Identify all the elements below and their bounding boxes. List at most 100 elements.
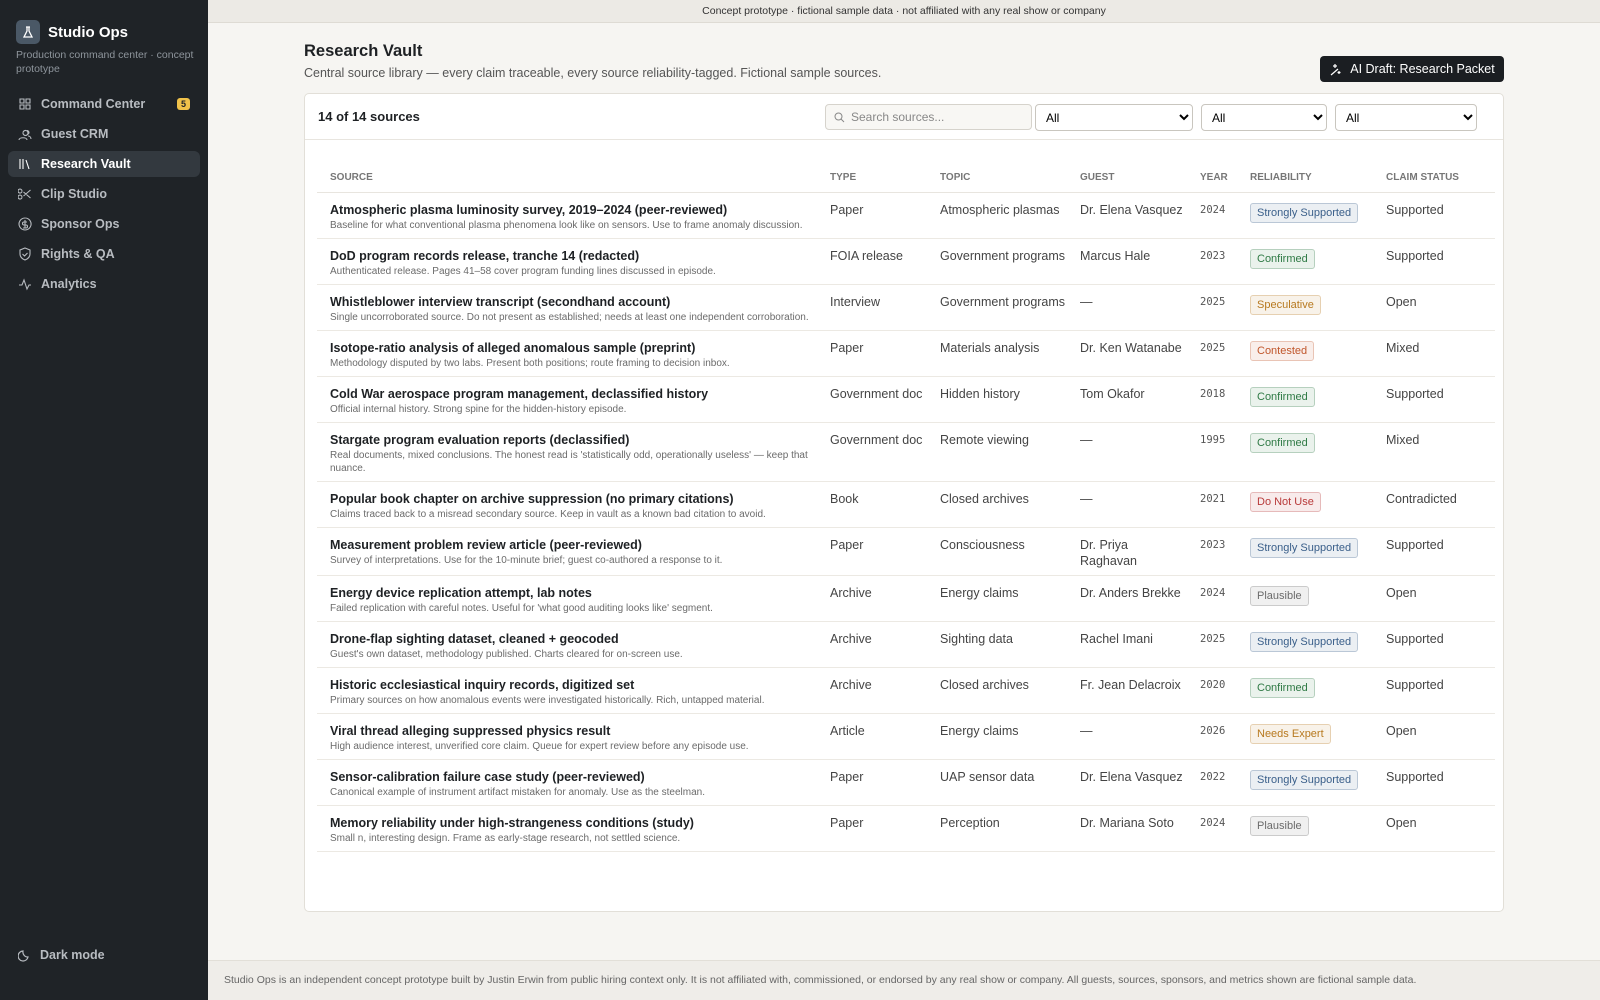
banner: Concept prototype · fictional sample dat… <box>208 0 1600 23</box>
reliability-cell: Confirmed <box>1237 422 1373 482</box>
source-row[interactable]: Drone-flap sighting dataset, cleaned + g… <box>317 621 1495 668</box>
topic-cell: Sighting data <box>927 621 1067 668</box>
source-note: Authenticated release. Pages 41–58 cover… <box>330 265 716 277</box>
status-cell: Open <box>1373 713 1495 760</box>
reliability-badge: Strongly Supported <box>1250 769 1359 790</box>
source-cell: Atmospheric plasma luminosity survey, 20… <box>317 192 817 239</box>
reliability-cell: Speculative <box>1237 284 1373 331</box>
source-note: Real documents, mixed conclusions. The h… <box>330 449 808 474</box>
nav-label: Analytics <box>41 277 97 291</box>
source-row[interactable]: Popular book chapter on archive suppress… <box>317 481 1495 528</box>
type-cell: Archive <box>817 621 927 668</box>
ai-draft-button[interactable]: AI Draft: Research Packet <box>1320 56 1504 82</box>
guest-cell: — <box>1067 481 1187 528</box>
source-row[interactable]: Historic ecclesiastical inquiry records,… <box>317 667 1495 714</box>
source-row[interactable]: Memory reliability under high-strangenes… <box>317 805 1495 852</box>
source-note: Primary sources on how anomalous events … <box>330 694 765 706</box>
source-cell: Popular book chapter on archive suppress… <box>317 481 817 528</box>
guest-cell: Fr. Jean Delacroix <box>1067 667 1187 714</box>
nav-label: Rights & QA <box>41 247 115 261</box>
nav-badge: 5 <box>176 98 190 110</box>
source-note: Survey of interpretations. Use for the 1… <box>330 554 723 566</box>
status-cell: Supported <box>1373 621 1495 668</box>
nav-item[interactable]: Guest CRM <box>8 121 200 147</box>
reliability-badge: Speculative <box>1250 294 1321 315</box>
year-cell: 2024 <box>1187 192 1237 239</box>
type-cell: Government doc <box>817 376 927 423</box>
source-note: Methodology disputed by two labs. Presen… <box>330 357 730 369</box>
type-cell: Interview <box>817 284 927 331</box>
source-title: DoD program records release, tranche 14 … <box>330 248 640 263</box>
source-row[interactable]: Sensor-calibration failure case study (p… <box>317 759 1495 806</box>
source-note: Claims traced back to a misread secondar… <box>330 508 766 520</box>
reliability-filter[interactable]: All <box>1335 104 1477 131</box>
nav-item[interactable]: Command Center 5 <box>8 91 200 117</box>
reliability-cell: Confirmed <box>1237 667 1373 714</box>
source-row[interactable]: Stargate program evaluation reports (dec… <box>317 422 1495 482</box>
source-row[interactable]: Energy device replication attempt, lab n… <box>317 575 1495 622</box>
source-cell: Cold War aerospace program management, d… <box>317 376 817 423</box>
source-note: Single uncorroborated source. Do not pre… <box>330 311 809 323</box>
guest-cell: Tom Okafor <box>1067 376 1187 423</box>
type-cell: Paper <box>817 192 927 239</box>
source-row[interactable]: Viral thread alleging suppressed physics… <box>317 713 1495 760</box>
year-cell: 2022 <box>1187 759 1237 806</box>
column-header: GUEST <box>1067 156 1187 193</box>
topic-cell: Hidden history <box>927 376 1067 423</box>
source-cell: Energy device replication attempt, lab n… <box>317 575 817 622</box>
source-cell: Isotope-ratio analysis of alleged anomal… <box>317 330 817 377</box>
reliability-badge: Contested <box>1250 340 1315 361</box>
source-row[interactable]: Atmospheric plasma luminosity survey, 20… <box>317 192 1495 239</box>
reliability-badge: Plausible <box>1250 815 1309 836</box>
nav-item[interactable]: Clip Studio <box>8 181 200 207</box>
source-title: Measurement problem review article (peer… <box>330 537 642 552</box>
nav-item[interactable]: Analytics <box>8 271 200 297</box>
reliability-badge: Confirmed <box>1250 677 1315 698</box>
topic-filter[interactable]: All <box>1201 104 1327 131</box>
source-note: Baseline for what conventional plasma ph… <box>330 219 803 231</box>
status-cell: Supported <box>1373 238 1495 285</box>
year-cell: 2023 <box>1187 527 1237 576</box>
source-cell: Memory reliability under high-strangenes… <box>317 805 817 852</box>
reliability-cell: Plausible <box>1237 575 1373 622</box>
sources-card: 14 of 14 sources Search sources... All A… <box>304 93 1504 912</box>
year-cell: 2026 <box>1187 713 1237 760</box>
source-row[interactable]: DoD program records release, tranche 14 … <box>317 238 1495 285</box>
nav-item[interactable]: Sponsor Ops <box>8 211 200 237</box>
source-count: 14 of 14 sources <box>318 109 420 124</box>
source-title: Memory reliability under high-strangenes… <box>330 815 694 830</box>
source-title: Energy device replication attempt, lab n… <box>330 585 592 600</box>
source-cell: Whistleblower interview transcript (seco… <box>317 284 817 331</box>
nav-item[interactable]: Rights & QA <box>8 241 200 267</box>
sources-table: SOURCE TYPE TOPIC GUEST YEAR RELIABILITY CLAIM… <box>317 156 1495 852</box>
guest-cell: — <box>1067 713 1187 760</box>
nav-label: Clip Studio <box>41 187 107 201</box>
type-cell: Archive <box>817 667 927 714</box>
year-cell: 2025 <box>1187 330 1237 377</box>
status-cell: Supported <box>1373 192 1495 239</box>
column-header: RELIABILITY <box>1237 156 1373 193</box>
source-row[interactable]: Measurement problem review article (peer… <box>317 527 1495 576</box>
topic-cell: Atmospheric plasmas <box>927 192 1067 239</box>
nav-label: Command Center <box>41 97 146 111</box>
source-row[interactable]: Isotope-ratio analysis of alleged anomal… <box>317 330 1495 377</box>
reliability-cell: Contested <box>1237 330 1373 377</box>
year-cell: 2023 <box>1187 238 1237 285</box>
search-placeholder: Search sources... <box>851 110 945 124</box>
status-cell: Supported <box>1373 376 1495 423</box>
source-cell: Stargate program evaluation reports (dec… <box>317 422 817 482</box>
type-filter[interactable]: All <box>1035 104 1193 131</box>
reliability-badge: Do Not Use <box>1250 491 1321 512</box>
topic-cell: Energy claims <box>927 575 1067 622</box>
search-box[interactable]: Search sources... <box>825 104 1032 130</box>
nav-item[interactable]: Research Vault <box>8 151 200 177</box>
source-row[interactable]: Cold War aerospace program management, d… <box>317 376 1495 423</box>
source-note: Canonical example of instrument artifact… <box>330 786 705 798</box>
reliability-badge: Strongly Supported <box>1250 202 1359 223</box>
source-row[interactable]: Whistleblower interview transcript (seco… <box>317 284 1495 331</box>
source-note: Failed replication with careful notes. U… <box>330 602 713 614</box>
status-cell: Open <box>1373 805 1495 852</box>
dark-mode-toggle[interactable]: Dark mode <box>18 948 105 962</box>
guest-cell: Dr. Mariana Soto <box>1067 805 1187 852</box>
reliability-badge: Confirmed <box>1250 432 1315 453</box>
